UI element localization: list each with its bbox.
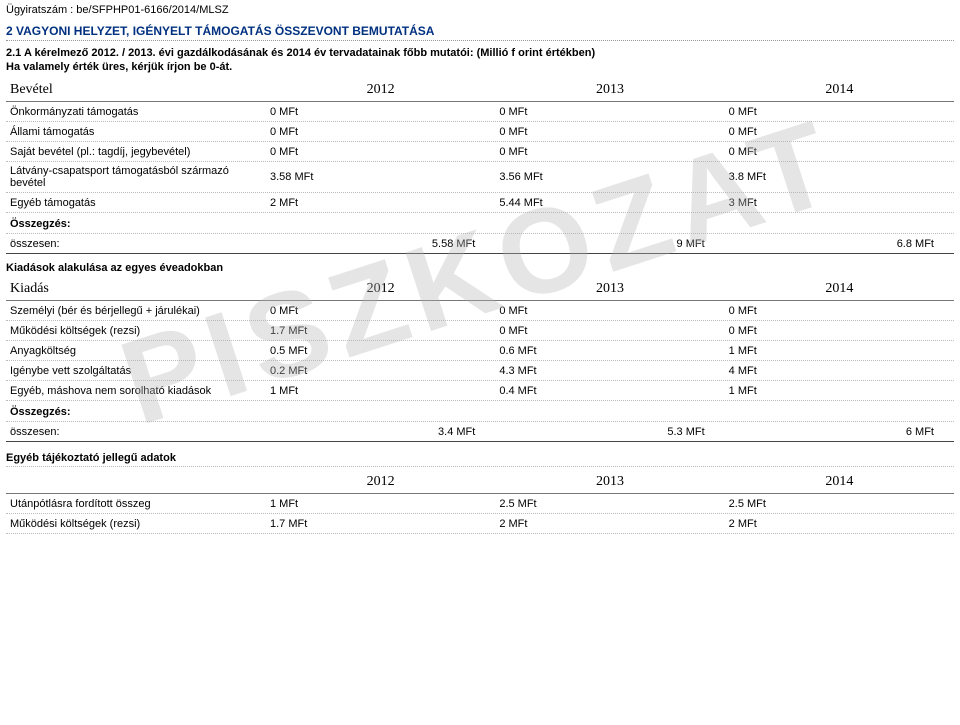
section-title: 2 VAGYONI HELYZET, IGÉNYELT TÁMOGATÁS ÖS… xyxy=(6,24,954,41)
cell: 0 MFt xyxy=(266,302,495,320)
cell: 0 MFt xyxy=(495,302,724,320)
total-cell: 5.58 MFt xyxy=(266,235,495,253)
cell: 0 MFt xyxy=(266,123,495,141)
table-row: Személyi (bér és bérjellegű + járulékai)… xyxy=(6,301,954,321)
income-total-row: összesen: 5.58 MFt 9 MFt 6.8 MFt xyxy=(6,234,954,254)
cell: 3.58 MFt xyxy=(266,168,495,186)
year-2014: 2014 xyxy=(725,278,954,300)
cell: 3.56 MFt xyxy=(495,168,724,186)
cell: 0 MFt xyxy=(495,103,724,121)
table-row: Utánpótlásra fordított összeg 1 MFt 2.5 … xyxy=(6,494,954,514)
year-2014: 2014 xyxy=(725,471,954,493)
cell: 2 MFt xyxy=(266,194,495,212)
row-label: Állami támogatás xyxy=(6,123,266,141)
table-row: Egyéb, máshova nem sorolható kiadások 1 … xyxy=(6,381,954,401)
cell: 0.5 MFt xyxy=(266,342,495,360)
other-header-row: 2012 2013 2014 xyxy=(6,471,954,494)
row-label: Önkormányzati támogatás xyxy=(6,103,266,121)
cell: 1 MFt xyxy=(725,382,954,400)
cell: 1.7 MFt xyxy=(266,322,495,340)
case-number-label: Ügyiratszám : xyxy=(6,4,76,16)
sub-heading-1: 2.1 A kérelmező 2012. / 2013. évi gazdál… xyxy=(6,47,954,59)
total-cell: 3.4 MFt xyxy=(266,423,495,441)
year-2012: 2012 xyxy=(266,471,495,493)
other-info-title: Egyéb tájékoztató jellegű adatok xyxy=(6,452,954,467)
summary-label: Összegzés: xyxy=(6,403,954,422)
cell: 0 MFt xyxy=(495,143,724,161)
expenses-header-label: Kiadás xyxy=(6,278,266,300)
cell: 0 MFt xyxy=(725,322,954,340)
income-header-row: Bevétel 2012 2013 2014 xyxy=(6,79,954,102)
cell: 2 MFt xyxy=(495,515,724,533)
expenses-total-row: összesen: 3.4 MFt 5.3 MFt 6 MFt xyxy=(6,422,954,442)
empty-label xyxy=(6,479,266,485)
total-cell: 6 MFt xyxy=(725,423,954,441)
cell: 0 MFt xyxy=(495,123,724,141)
cell: 1.7 MFt xyxy=(266,515,495,533)
year-2013: 2013 xyxy=(495,471,724,493)
row-label: Egyéb támogatás xyxy=(6,194,266,212)
row-label: Anyagköltség xyxy=(6,342,266,360)
total-label: összesen: xyxy=(6,423,266,441)
cell: 0.6 MFt xyxy=(495,342,724,360)
year-2012: 2012 xyxy=(266,278,495,300)
cell: 4 MFt xyxy=(725,362,954,380)
row-label: Igénybe vett szolgáltatás xyxy=(6,362,266,380)
year-2013: 2013 xyxy=(495,79,724,101)
cell: 0 MFt xyxy=(266,103,495,121)
row-label: Látvány-csapatsport támogatásból származ… xyxy=(6,162,266,192)
row-label: Saját bevétel (pl.: tagdíj, jegybevétel) xyxy=(6,143,266,161)
table-row: Anyagköltség 0.5 MFt 0.6 MFt 1 MFt xyxy=(6,341,954,361)
income-header-label: Bevétel xyxy=(6,79,266,101)
row-label: Egyéb, máshova nem sorolható kiadások xyxy=(6,382,266,400)
summary-label: Összegzés: xyxy=(6,215,954,234)
table-row: Önkormányzati támogatás 0 MFt 0 MFt 0 MF… xyxy=(6,102,954,122)
cell: 4.3 MFt xyxy=(495,362,724,380)
cell: 0 MFt xyxy=(725,103,954,121)
year-2013: 2013 xyxy=(495,278,724,300)
total-cell: 5.3 MFt xyxy=(495,423,724,441)
row-label: Személyi (bér és bérjellegű + járulékai) xyxy=(6,302,266,320)
table-row: Igénybe vett szolgáltatás 0.2 MFt 4.3 MF… xyxy=(6,361,954,381)
cell: 0 MFt xyxy=(725,123,954,141)
cell: 1 MFt xyxy=(725,342,954,360)
cell: 3 MFt xyxy=(725,194,954,212)
cell: 0 MFt xyxy=(725,302,954,320)
total-cell: 6.8 MFt xyxy=(725,235,954,253)
cell: 2.5 MFt xyxy=(725,495,954,513)
cell: 2.5 MFt xyxy=(495,495,724,513)
cell: 0 MFt xyxy=(725,143,954,161)
table-row: Működési költségek (rezsi) 1.7 MFt 0 MFt… xyxy=(6,321,954,341)
row-label: Működési költségek (rezsi) xyxy=(6,322,266,340)
cell: 1 MFt xyxy=(266,495,495,513)
cell: 0 MFt xyxy=(266,143,495,161)
total-label: összesen: xyxy=(6,235,266,253)
cell: 5.44 MFt xyxy=(495,194,724,212)
table-row: Állami támogatás 0 MFt 0 MFt 0 MFt xyxy=(6,122,954,142)
sub-heading-2: Ha valamely érték üres, kérjük írjon be … xyxy=(6,61,954,73)
cell: 0.4 MFt xyxy=(495,382,724,400)
cell: 1 MFt xyxy=(266,382,495,400)
table-row: Egyéb támogatás 2 MFt 5.44 MFt 3 MFt xyxy=(6,193,954,213)
expenses-table: Kiadás 2012 2013 2014 Személyi (bér és b… xyxy=(6,278,954,401)
cell: 3.8 MFt xyxy=(725,168,954,186)
other-info-table: 2012 2013 2014 Utánpótlásra fordított ös… xyxy=(6,471,954,534)
table-row: Működési költségek (rezsi) 1.7 MFt 2 MFt… xyxy=(6,514,954,534)
case-number-line: Ügyiratszám : be/SFPHP01-6166/2014/MLSZ xyxy=(6,4,954,16)
case-number-value: be/SFPHP01-6166/2014/MLSZ xyxy=(76,4,228,16)
cell: 0 MFt xyxy=(495,322,724,340)
table-row: Saját bevétel (pl.: tagdíj, jegybevétel)… xyxy=(6,142,954,162)
expenses-title: Kiadások alakulása az egyes éveadokban xyxy=(6,262,954,274)
document: Ügyiratszám : be/SFPHP01-6166/2014/MLSZ … xyxy=(0,0,960,544)
expenses-header-row: Kiadás 2012 2013 2014 xyxy=(6,278,954,301)
table-row: Látvány-csapatsport támogatásból származ… xyxy=(6,162,954,193)
year-2014: 2014 xyxy=(725,79,954,101)
total-cell: 9 MFt xyxy=(495,235,724,253)
year-2012: 2012 xyxy=(266,79,495,101)
income-table: Bevétel 2012 2013 2014 Önkormányzati tám… xyxy=(6,79,954,213)
row-label: Működési költségek (rezsi) xyxy=(6,515,266,533)
cell: 2 MFt xyxy=(725,515,954,533)
cell: 0.2 MFt xyxy=(266,362,495,380)
row-label: Utánpótlásra fordított összeg xyxy=(6,495,266,513)
